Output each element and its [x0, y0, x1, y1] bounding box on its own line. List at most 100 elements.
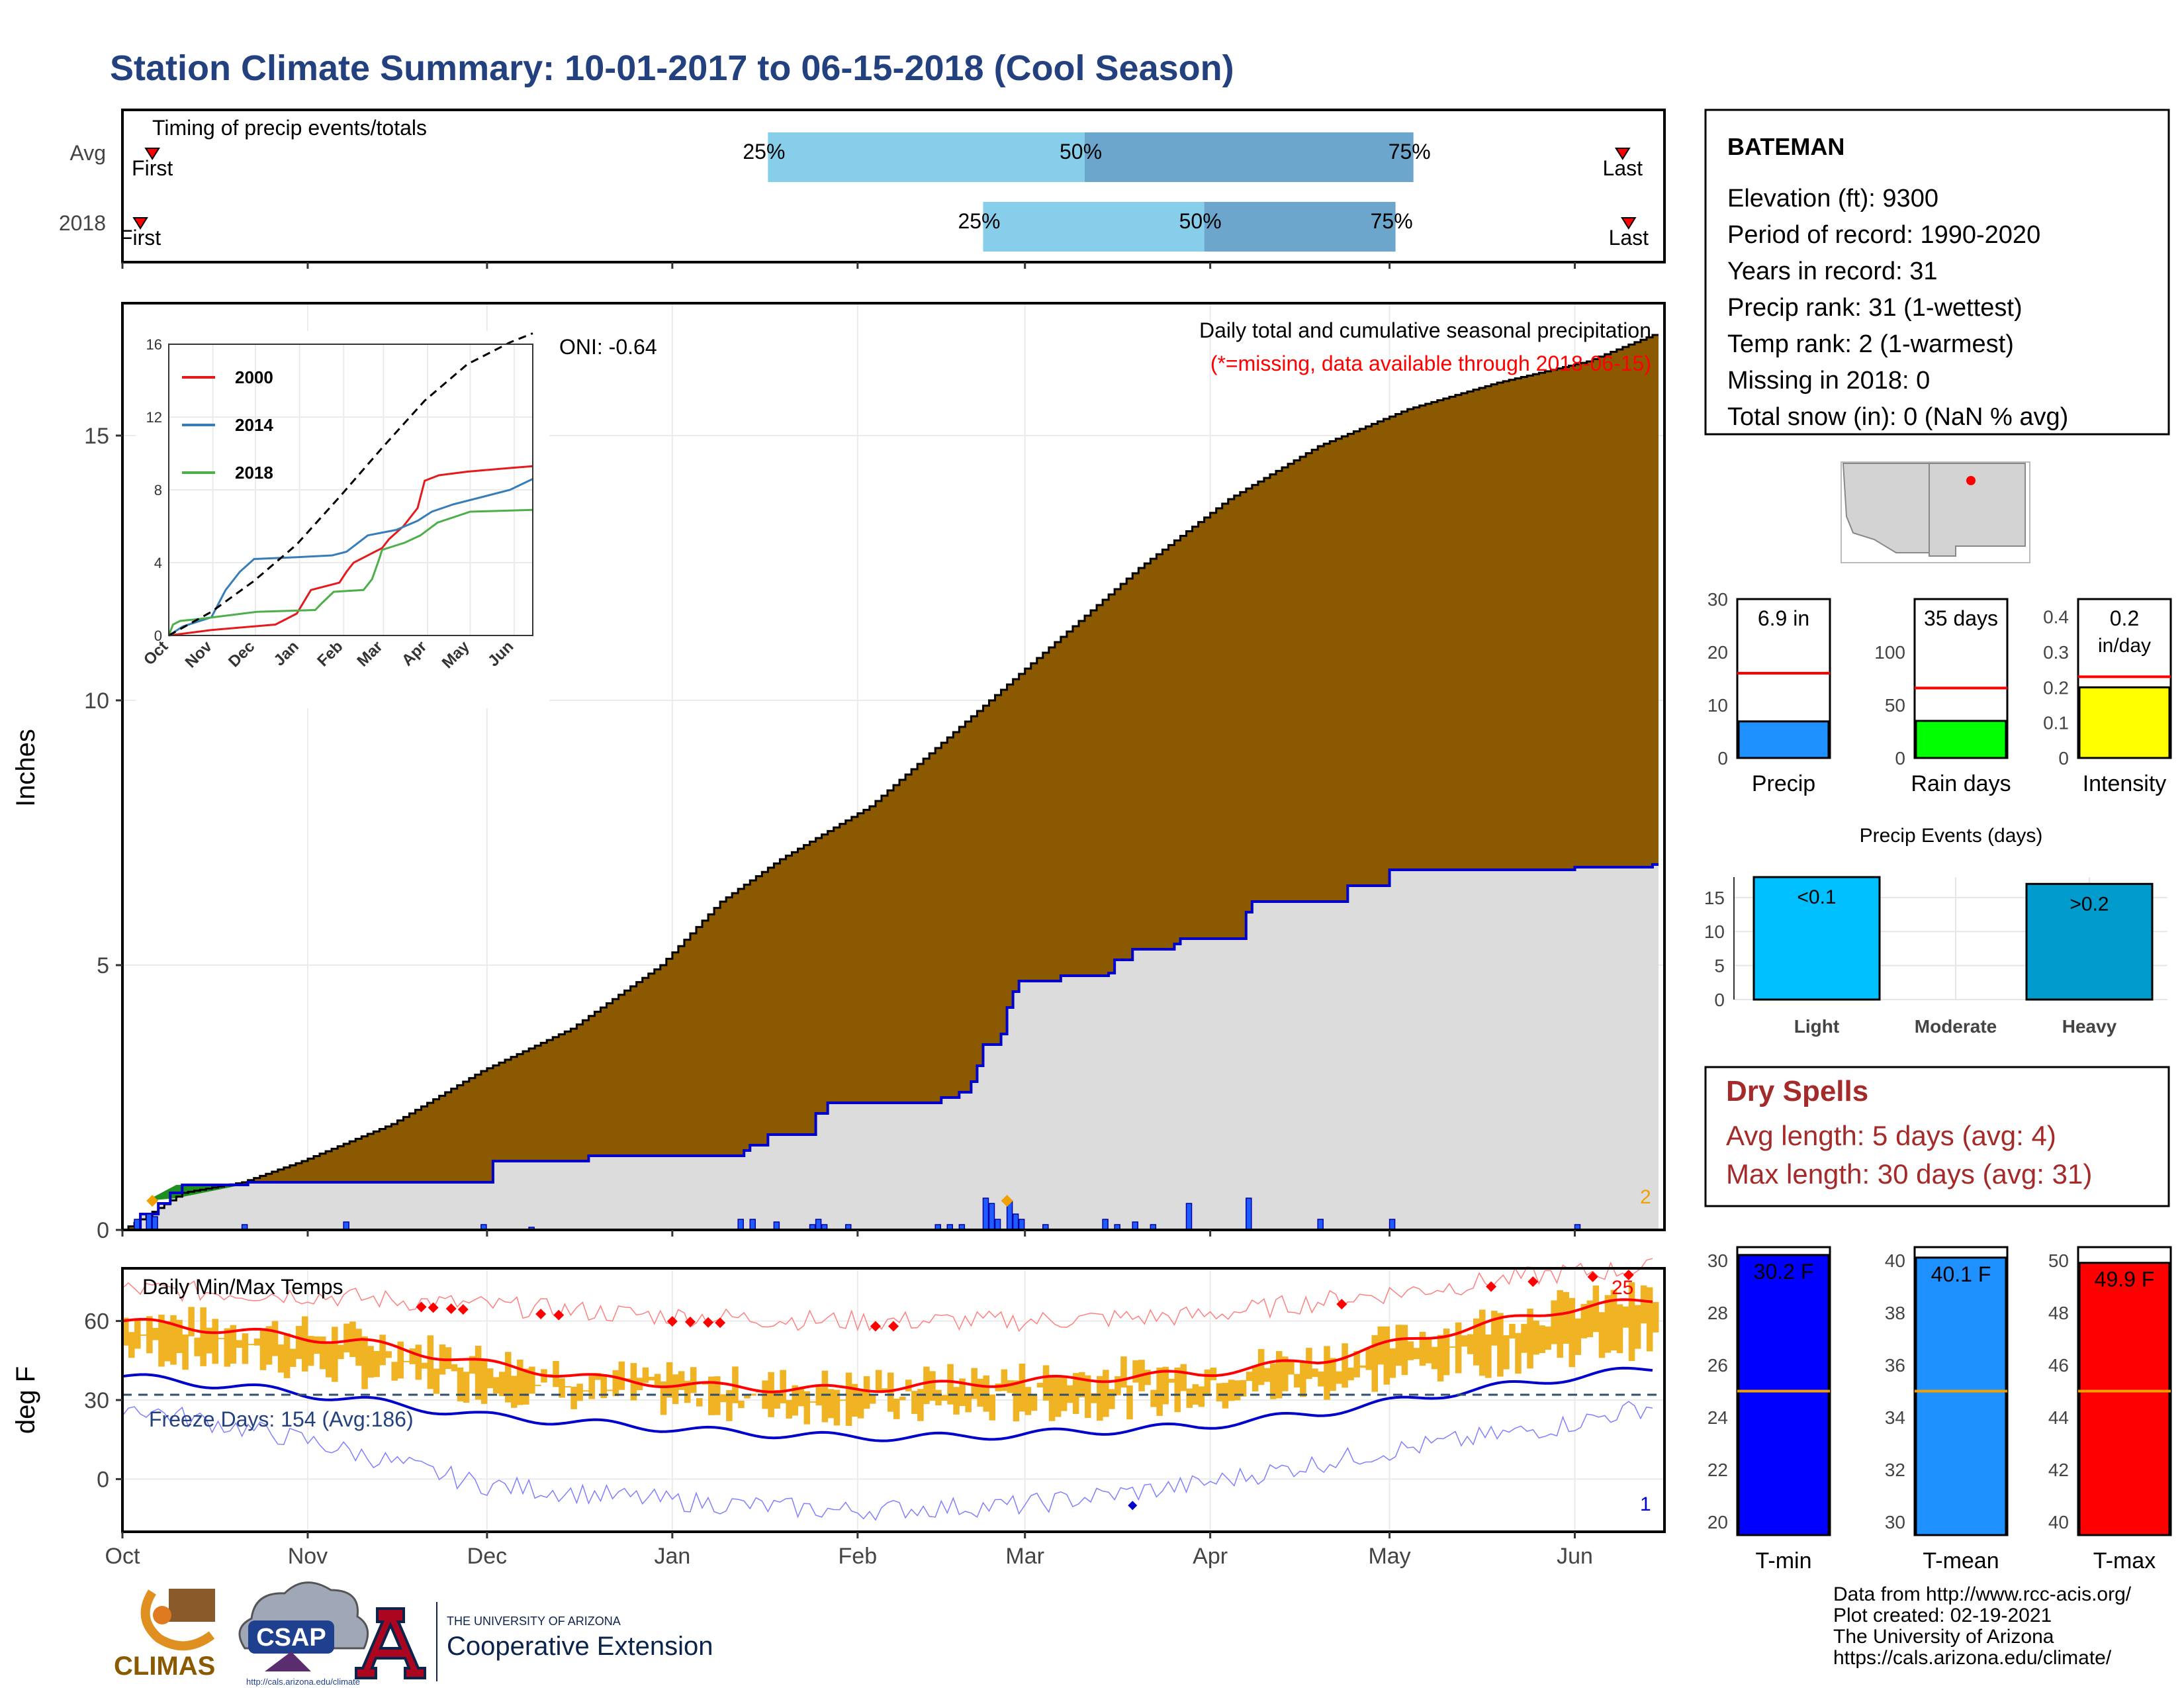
daily-temp-bar — [1269, 1363, 1277, 1399]
summary-ytick-label: 50 — [1885, 695, 1905, 716]
daily-temp-bar — [983, 1375, 989, 1412]
record-high-line — [122, 1258, 1653, 1333]
daily-temp-bar — [1407, 1341, 1414, 1360]
daily-temp-bar — [917, 1389, 924, 1421]
daily-temp-bar — [451, 1364, 458, 1372]
daily-temp-bar — [1622, 1306, 1629, 1328]
events-ytick-label: 5 — [1714, 956, 1725, 976]
daily-temp-bar — [1634, 1305, 1641, 1349]
daily-temp-bar — [326, 1344, 332, 1378]
freeze-days: Freeze Days: 154 (Avg:186) — [149, 1407, 414, 1431]
daily-temp-bar — [696, 1398, 703, 1407]
summary-bar-precip — [1737, 720, 1830, 759]
daily-temp-bar — [1503, 1335, 1510, 1370]
daily-precip-bar — [1018, 1219, 1025, 1231]
daily-temp-bar — [1126, 1385, 1133, 1420]
summary-bar-rain-days — [1915, 720, 2007, 759]
daily-temp-bar — [684, 1380, 691, 1403]
daily-temp-bar — [1586, 1300, 1594, 1338]
inset-frame — [168, 344, 533, 636]
month-tick-label: Mar — [1005, 1544, 1044, 1569]
daily-temp-bar — [218, 1338, 225, 1340]
daily-temp-bar — [565, 1385, 571, 1387]
daily-precip-bar — [134, 1219, 140, 1231]
daily-temp-bar — [1186, 1388, 1193, 1408]
daily-temp-bar — [827, 1389, 835, 1419]
inset-ytick-label: 16 — [146, 336, 162, 353]
daily-temp-bar — [1318, 1371, 1324, 1387]
daily-temp-bar — [600, 1374, 608, 1399]
inset-series-2000 — [168, 465, 533, 637]
daily-temp-bar — [672, 1374, 679, 1405]
climas-wordmark: CLIMAS — [114, 1652, 215, 1681]
events-bar-label: <0.1 — [1797, 886, 1836, 908]
daily-temp-bar — [457, 1367, 464, 1401]
daily-temp-bar — [1246, 1372, 1253, 1382]
daily-temp-bar — [523, 1368, 529, 1405]
dry-spells-frame — [1704, 1066, 2170, 1207]
daily-temp-bar — [1042, 1365, 1050, 1401]
events-ytick-label: 10 — [1704, 921, 1725, 942]
timing-first-marker — [144, 148, 160, 160]
timing-first-marker — [132, 217, 148, 230]
daily-temp-bar — [1054, 1378, 1062, 1417]
temp-ytick-label: 30 — [84, 1388, 109, 1413]
summary-ytick-label: 100 — [1874, 642, 1905, 663]
record-high-marker — [416, 1301, 427, 1313]
daily-temp-bar — [445, 1347, 452, 1370]
daily-temp-bar — [1204, 1369, 1211, 1397]
timing-bar-25-50 — [983, 202, 1205, 252]
daily-temp-bar — [959, 1378, 966, 1406]
daily-precip-bar — [1185, 1203, 1193, 1231]
daily-temp-bar — [253, 1338, 261, 1346]
timing-row-2018-label: 2018 — [59, 211, 106, 235]
daily-temp-bar — [1234, 1380, 1241, 1401]
temp-bar-ytick-label: 38 — [1885, 1303, 1905, 1323]
daily-temp-bar — [212, 1319, 218, 1364]
daily-temp-bar — [134, 1320, 141, 1349]
daily-temp-bar — [1174, 1367, 1181, 1413]
temp-bar-ytick-label: 42 — [2048, 1460, 2069, 1480]
footer-line: https://cals.arizona.edu/climate/ — [1833, 1647, 2112, 1669]
events-xlabel: Light — [1794, 1016, 1839, 1037]
timing-last-marker — [1621, 217, 1637, 230]
csap-wordmark: CSAP — [256, 1624, 326, 1652]
daily-temp-bar — [343, 1323, 350, 1352]
month-tick-label: Feb — [839, 1544, 878, 1569]
daily-temp-bar — [1294, 1374, 1300, 1388]
daily-temp-bar — [1604, 1295, 1612, 1353]
climas-mark — [169, 1589, 215, 1622]
daily-temp-bar — [271, 1321, 279, 1356]
daily-temp-bar — [1413, 1348, 1420, 1360]
record-high-marker — [1336, 1299, 1347, 1310]
precip-events-chart: Precip Events (days) <0.1 Light Moderate >0… — [1704, 825, 2167, 1037]
daily-temp-bar — [1150, 1389, 1157, 1407]
daily-temp-bar — [863, 1376, 870, 1409]
summary-ytick-label: 0.2 — [2043, 677, 2069, 698]
daily-temp-bar — [517, 1359, 523, 1405]
temp-bar-ytick-label: 40 — [1885, 1250, 1905, 1271]
station-box: BATEMAN Elevation (ft): 9300 Period of r… — [1704, 109, 2170, 436]
page-title: Station Climate Summary: 10-01-2017 to 0… — [110, 48, 1234, 88]
daily-temp-bar — [923, 1366, 930, 1405]
timing-bar-50-75 — [1084, 132, 1414, 182]
daily-temp-bar — [1066, 1385, 1073, 1403]
daily-temp-bar — [1228, 1380, 1235, 1401]
timing-last-marker — [1614, 148, 1631, 160]
daily-temp-bar — [230, 1325, 237, 1364]
daily-temp-bar — [833, 1389, 841, 1426]
daily-temp-bar — [1383, 1326, 1390, 1385]
temp-bar-ytick-label: 26 — [1707, 1355, 1728, 1376]
daily-temp-bar — [1425, 1338, 1432, 1364]
record-high-marker — [1623, 1269, 1634, 1280]
footer-credits: Data from http://www.rcc-acis.org/ Plot … — [1833, 1583, 2132, 1669]
temp-bar-ytick-label: 36 — [1885, 1355, 1905, 1376]
csap-logo: CSAP http://cals.arizona.edu/climate — [238, 1581, 369, 1687]
timing-bar-25-50 — [768, 132, 1085, 182]
inset-legend-label: 2014 — [235, 415, 273, 435]
daily-temp-bar — [529, 1366, 535, 1394]
daily-temp-bar — [702, 1383, 709, 1385]
daily-temp-bar — [373, 1350, 380, 1378]
daily-temp-bar — [899, 1396, 906, 1401]
